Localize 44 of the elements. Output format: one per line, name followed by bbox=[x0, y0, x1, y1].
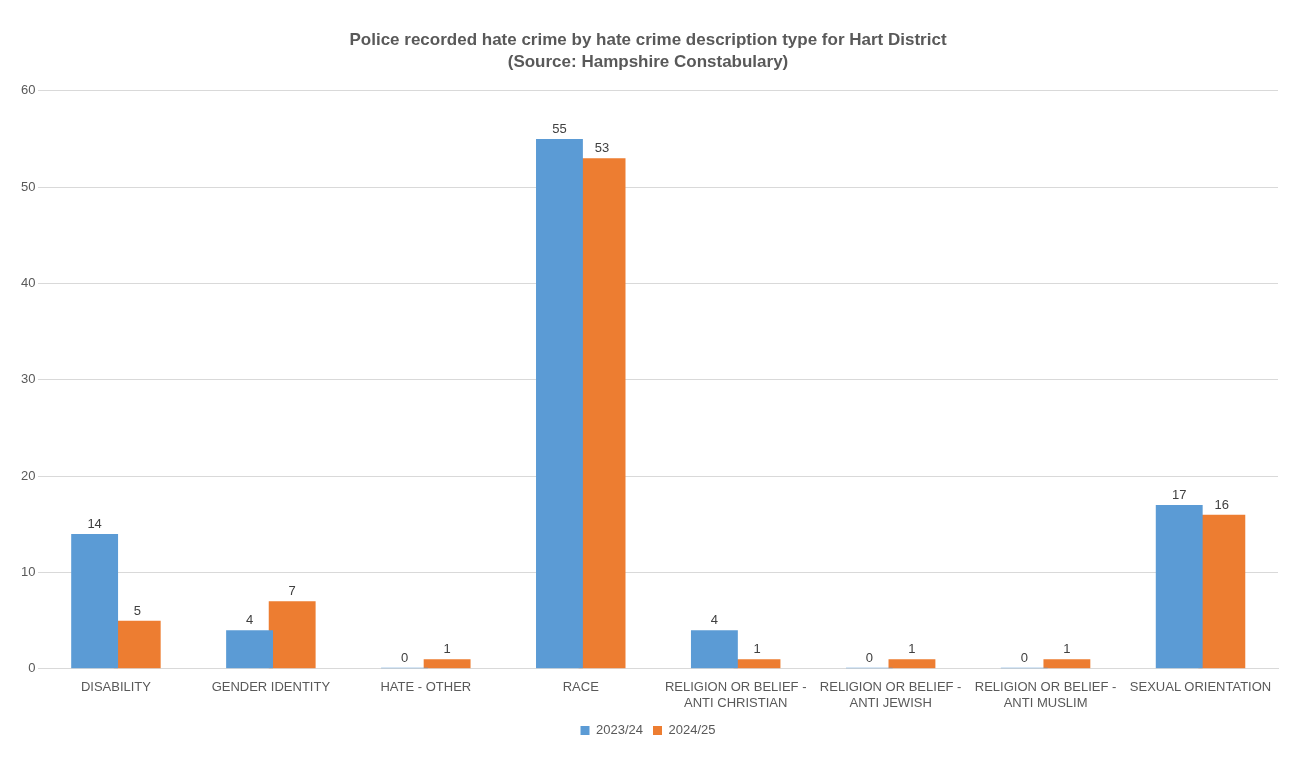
bar bbox=[268, 601, 316, 669]
bar bbox=[1155, 505, 1203, 669]
data-label: 0 bbox=[400, 649, 409, 665]
data-label: 17 bbox=[1171, 487, 1187, 503]
data-label: 53 bbox=[594, 140, 610, 156]
y-tick-label: 0 bbox=[28, 660, 36, 676]
bar bbox=[690, 630, 738, 669]
data-label: 5 bbox=[133, 602, 141, 618]
bar bbox=[1043, 659, 1091, 669]
data-label: 0 bbox=[865, 649, 873, 665]
y-tick-label: 10 bbox=[20, 564, 36, 580]
data-label: 1 bbox=[753, 641, 761, 657]
x-tick-label: RELIGION OR BELIEF - ANTI CHRISTIAN bbox=[664, 679, 807, 710]
data-label: 1 bbox=[1063, 641, 1071, 657]
bar bbox=[71, 533, 119, 669]
data-label: 55 bbox=[552, 121, 567, 137]
x-tick-label: RELIGION OR BELIEF - ANTI MUSLIM bbox=[974, 679, 1117, 710]
bar bbox=[536, 138, 583, 669]
x-tick-label: SEXUAL ORIENTATION bbox=[1129, 679, 1272, 695]
x-tick-label: RACE bbox=[562, 679, 600, 695]
data-label: 4 bbox=[710, 612, 719, 628]
data-label: 1 bbox=[908, 641, 916, 657]
chart-subtitle: (Source: Hampshire Constabulary) bbox=[507, 52, 789, 72]
bar bbox=[423, 659, 471, 669]
y-tick-label: 50 bbox=[20, 178, 36, 194]
legend-label: 2024/25 bbox=[668, 722, 716, 738]
chart-title: Police recorded hate crime by hate crime description type for Hart District bbox=[349, 29, 947, 49]
data-label: 0 bbox=[1020, 649, 1028, 665]
bar bbox=[888, 659, 936, 669]
x-tick-label: GENDER IDENTITY bbox=[211, 679, 331, 695]
bar bbox=[226, 630, 273, 669]
y-tick-label: 20 bbox=[20, 467, 36, 483]
data-label: 7 bbox=[288, 583, 296, 599]
x-tick-label: HATE - OTHER bbox=[380, 679, 472, 695]
data-label: 16 bbox=[1214, 496, 1230, 512]
y-tick-label: 60 bbox=[20, 82, 36, 98]
data-label: 14 bbox=[87, 516, 102, 532]
x-tick-label: RELIGION OR BELIEF - ANTI JEWISH bbox=[819, 679, 962, 710]
y-tick-label: 40 bbox=[20, 275, 36, 291]
legend-label: 2023/24 bbox=[596, 722, 644, 738]
x-tick-label: DISABILITY bbox=[80, 679, 152, 695]
y-tick-label: 30 bbox=[20, 371, 36, 387]
data-label: 1 bbox=[443, 641, 451, 657]
data-label: 4 bbox=[245, 612, 254, 628]
